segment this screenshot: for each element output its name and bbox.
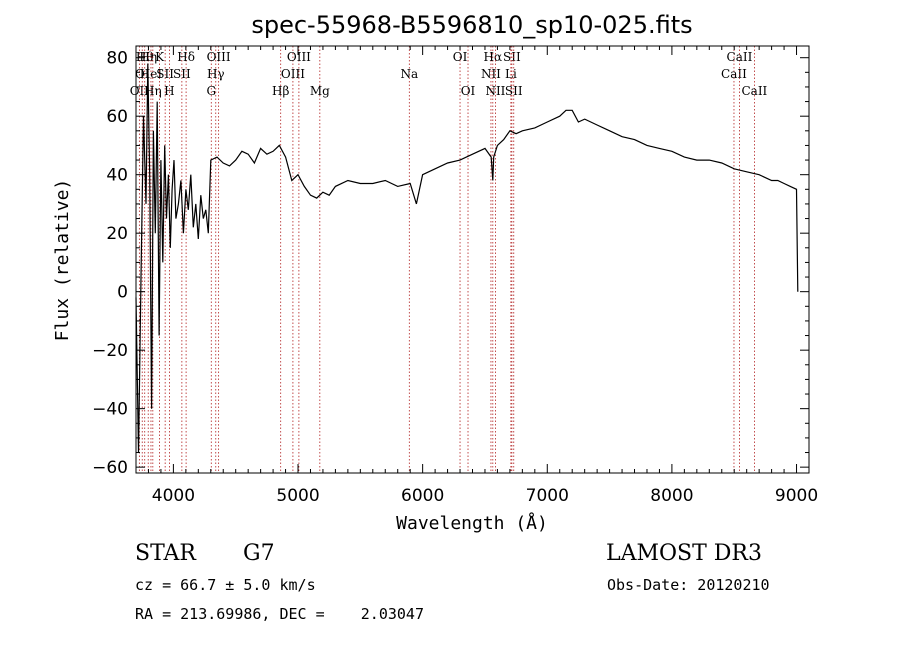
x-tick-label: 5000 <box>276 486 319 506</box>
plot-frame <box>135 45 810 474</box>
line-label-14: Hβ <box>272 84 289 98</box>
line-label-29: CaII <box>741 84 767 98</box>
x-tick-label: 8000 <box>650 486 693 506</box>
line-label-10: Hδ <box>177 50 195 64</box>
y-tick-label: 40 <box>106 166 128 186</box>
line-label-17: Mg <box>310 84 330 98</box>
y-axis-label: Flux (relative) <box>52 179 73 342</box>
survey-name: LAMOST DR3 <box>606 541 762 566</box>
object-subclass: G7 <box>243 541 275 566</box>
line-label-22: Hα <box>484 50 503 64</box>
observation-date: Obs-Date: 20120210 <box>607 576 770 594</box>
line-label-25: SII <box>503 50 521 64</box>
x-tick-label: 9000 <box>775 486 818 506</box>
object-class: STAR <box>135 541 197 566</box>
line-label-26: SII <box>505 84 523 98</box>
x-axis-ticks: 4000 5000 6000 7000 8000 9000 <box>147 46 818 506</box>
line-label-27: CaII <box>721 67 747 81</box>
x-axis-label: Wavelength (Å) <box>396 512 548 534</box>
y-tick-label: 0 <box>117 283 128 303</box>
line-label-6: K <box>155 50 165 64</box>
line-label-13: OIII <box>207 50 231 64</box>
y-tick-label: 60 <box>106 107 128 127</box>
line-label-12: Hγ <box>207 67 225 81</box>
line-label-11: G <box>206 84 216 98</box>
line-label-1: OI <box>135 67 150 81</box>
line-label-28: CaII <box>727 50 753 64</box>
line-label-2: Hθ <box>136 50 154 64</box>
y-tick-label: −60 <box>92 458 128 478</box>
line-label-0: OII <box>130 84 150 98</box>
x-tick-label: 6000 <box>401 486 444 506</box>
line-label-19: OI <box>453 50 468 64</box>
line-label-24: Li <box>505 67 517 81</box>
line-label-23: NII <box>485 84 505 98</box>
line-label-8: H <box>164 84 174 98</box>
line-label-9: SII <box>173 67 191 81</box>
y-tick-label: −20 <box>92 341 128 361</box>
y-axis-ticks: −60 −40 −20 0 20 40 60 80 <box>92 49 809 478</box>
line-label-20: OI <box>461 84 476 98</box>
spectral-line-markers: OIIOIHθHηHeIHηKSIIHSIIHδGHγOIIIHβOIIIOII… <box>130 46 768 473</box>
chart-title: spec-55968-B5596810_sp10-025.fits <box>251 11 692 39</box>
line-label-15: OIII <box>281 67 305 81</box>
y-tick-label: −40 <box>92 400 128 420</box>
y-tick-label: 80 <box>106 49 128 69</box>
x-tick-label: 7000 <box>526 486 569 506</box>
coordinates: RA = 213.69986, DEC = 2.03047 <box>135 605 424 623</box>
line-label-18: Na <box>400 67 418 81</box>
redshift-cz: cz = 66.7 ± 5.0 km/s <box>135 576 316 594</box>
line-label-4: HeI <box>140 67 163 81</box>
x-tick-label: 4000 <box>152 486 195 506</box>
flux-series-line <box>135 63 799 453</box>
line-label-7: SII <box>156 67 174 81</box>
line-label-21: NII <box>481 67 501 81</box>
line-label-16: OIII <box>287 50 311 64</box>
y-tick-label: 20 <box>106 224 128 244</box>
line-label-5: Hη <box>144 84 162 98</box>
